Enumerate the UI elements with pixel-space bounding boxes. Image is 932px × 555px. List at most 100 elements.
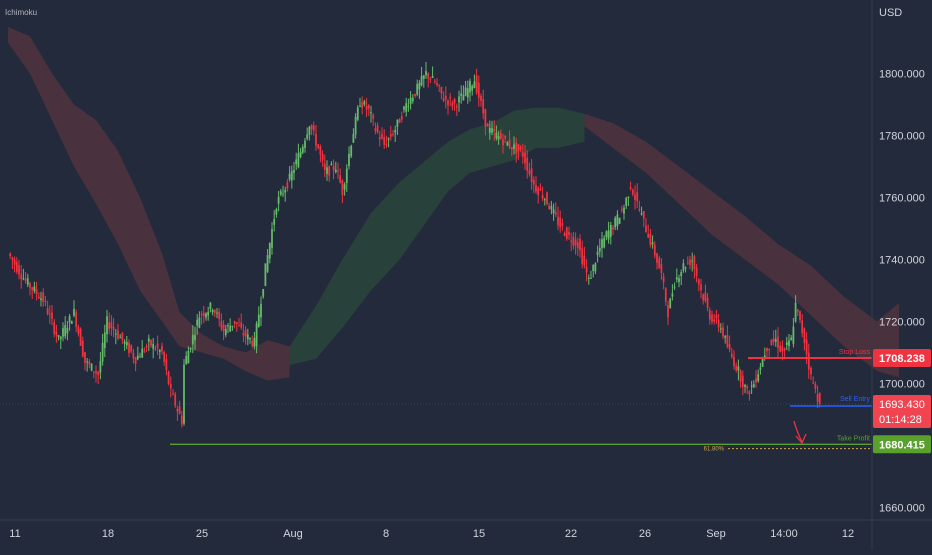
x-tick-label: 22 [565, 528, 577, 540]
candle [656, 252, 658, 270]
candle-body [702, 294, 705, 301]
candle [150, 339, 152, 348]
candle-body [233, 320, 236, 324]
candle [785, 336, 788, 351]
candle [488, 120, 491, 140]
candle-body [196, 319, 199, 326]
candle [730, 347, 733, 359]
candle-body [552, 209, 555, 214]
candle-body [73, 308, 75, 316]
candle-body [506, 142, 509, 146]
candle [594, 262, 597, 275]
candle-body [295, 159, 298, 165]
candle-body [97, 371, 100, 376]
candle [605, 230, 608, 241]
candle-body [163, 351, 166, 362]
candle [209, 301, 212, 313]
candle [429, 76, 432, 84]
candle-body [202, 312, 205, 317]
candle-body [42, 292, 45, 302]
candle [251, 335, 254, 349]
candle [596, 245, 599, 263]
currency-label-background [873, 0, 932, 22]
candle-body [400, 116, 403, 120]
candle-body [433, 81, 436, 83]
candle-body [609, 224, 612, 237]
candle [453, 97, 456, 111]
candle [541, 186, 544, 202]
candle [750, 380, 753, 394]
candle-body [726, 335, 729, 347]
candle [205, 312, 207, 321]
candle [42, 288, 45, 307]
candle [642, 211, 645, 227]
stop-loss-price-tag[interactable]: 1708.238 [873, 349, 931, 368]
candle [81, 336, 84, 358]
current-price-tag[interactable]: 1693.430 01:14:28 [873, 394, 931, 428]
candle [178, 400, 181, 415]
candle [671, 284, 674, 301]
candle-body [475, 75, 478, 93]
candle [807, 343, 810, 379]
candle-body [242, 333, 245, 336]
candle-body [260, 303, 262, 318]
candle [480, 93, 482, 107]
candle [803, 327, 806, 351]
candle-body [57, 335, 60, 337]
candle-body [660, 264, 663, 274]
candle-body [121, 332, 124, 340]
candle [717, 313, 720, 333]
candle-body [772, 338, 775, 342]
take-profit-price-tag[interactable]: 1680.415 [873, 435, 931, 454]
candle-body [95, 370, 97, 374]
candle [636, 183, 639, 208]
candle [755, 370, 757, 388]
candle [719, 323, 722, 334]
candle-body [326, 167, 328, 174]
candle-body [484, 108, 487, 127]
cloud-segment [8, 26, 180, 347]
candle-body [541, 195, 544, 199]
candle [282, 185, 284, 197]
candle-body [788, 340, 790, 346]
candle-body [785, 342, 788, 346]
candle [110, 315, 113, 336]
candle [458, 90, 460, 112]
candle-body [282, 193, 284, 195]
candle-body [581, 248, 584, 265]
candle [35, 281, 38, 301]
candle [634, 185, 636, 210]
candle-body [209, 302, 212, 309]
candle [405, 97, 408, 117]
candle-body [284, 189, 287, 193]
candle-body [207, 311, 210, 316]
candle-body [37, 296, 40, 299]
candle [266, 249, 269, 273]
candle [475, 68, 478, 95]
candle [356, 105, 359, 122]
time-axis[interactable]: 11 18 25 Aug 8 15 22 26 Sep 14:00 12 [9, 528, 854, 540]
candle-body [603, 237, 606, 248]
tag-background [873, 349, 931, 368]
candle-body [288, 173, 291, 180]
candle [741, 370, 744, 396]
candle [198, 311, 201, 329]
candle [779, 341, 782, 353]
candle [557, 206, 559, 230]
candle [163, 350, 166, 366]
candle-body [629, 187, 632, 189]
candle-body [783, 348, 786, 351]
candle-body [695, 267, 698, 277]
candle-body [13, 259, 16, 265]
tag-background [873, 394, 931, 428]
candle [147, 334, 150, 352]
candle-body [770, 339, 773, 346]
candle-body [20, 274, 23, 280]
candle [625, 196, 628, 210]
candle-body [99, 361, 102, 373]
candle [180, 410, 183, 428]
candle [662, 272, 665, 290]
candle-body [110, 322, 113, 329]
